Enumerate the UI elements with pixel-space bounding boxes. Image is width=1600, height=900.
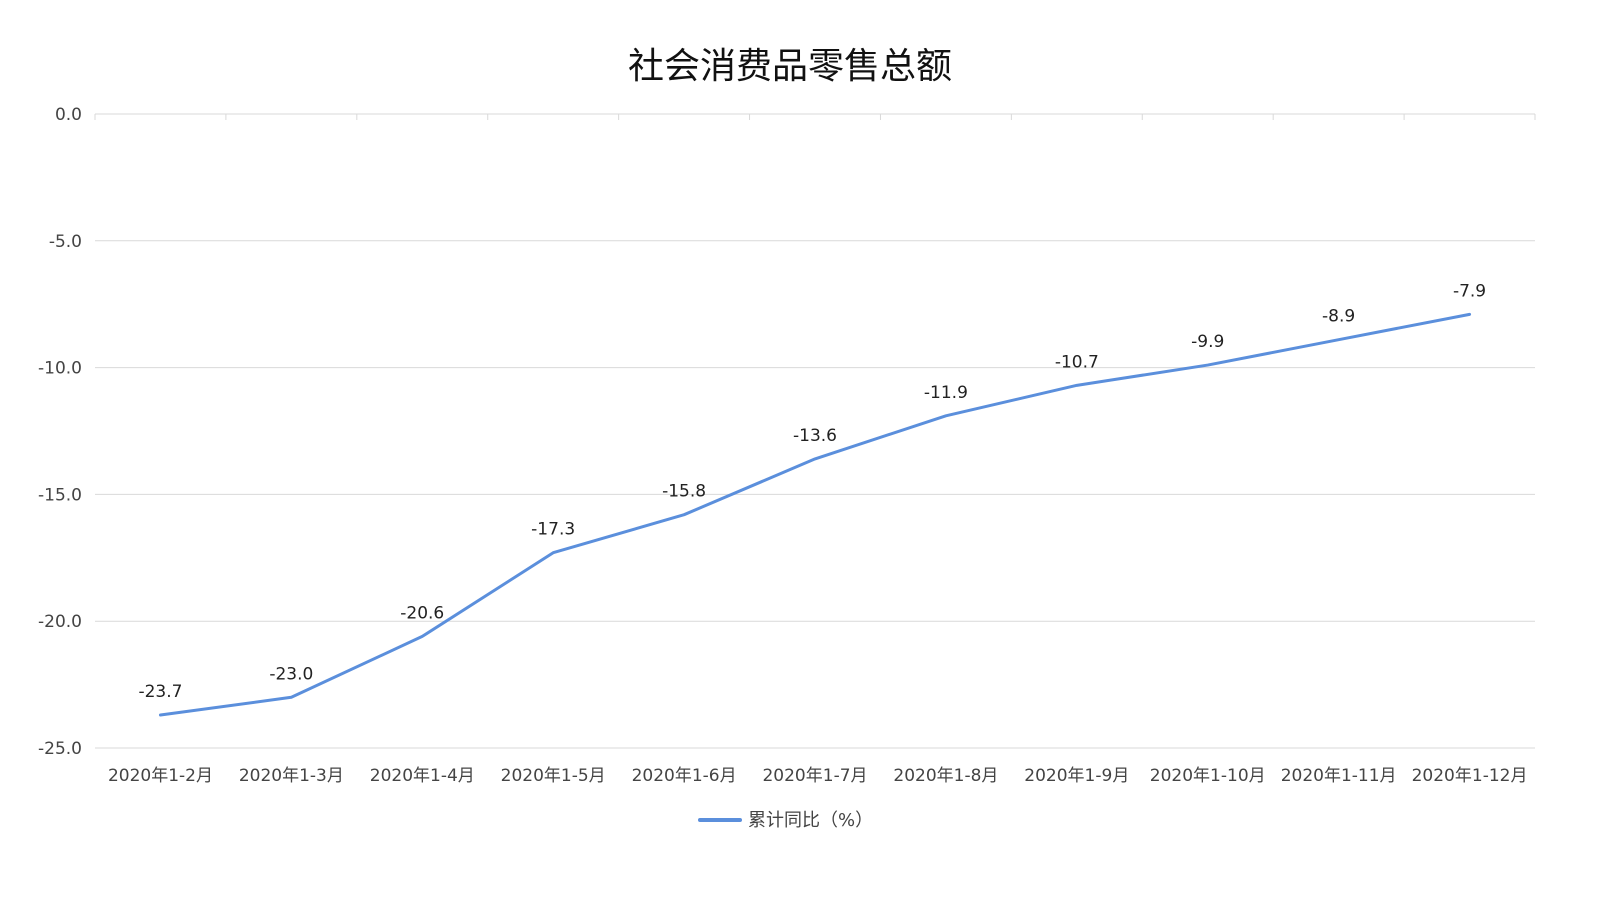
x-tick-label: 2020年1-2月 [108, 766, 213, 786]
data-label: -23.0 [269, 664, 313, 684]
data-label: -13.6 [793, 426, 837, 446]
y-tick-label: -5.0 [49, 232, 82, 252]
y-tick-label: 0.0 [55, 105, 82, 125]
data-label: -7.9 [1453, 281, 1486, 301]
x-tick-label: 2020年1-4月 [370, 766, 475, 786]
data-labels: -23.7 -23.0 -20.6 -17.3 -15.8 -13.6 -11.9 -10.7… [138, 281, 1486, 702]
x-tick-label: 2020年1-10月 [1150, 766, 1266, 786]
grid-lines [95, 113, 1535, 749]
x-tick-label: 2020年1-5月 [501, 766, 606, 786]
data-label: -11.9 [924, 383, 968, 403]
legend: 累计同比（%） [698, 810, 873, 831]
data-label: -20.6 [400, 603, 444, 623]
data-label: -23.7 [138, 682, 182, 702]
chart-title: 社会消费品零售总额 [628, 46, 952, 87]
data-label: -8.9 [1322, 307, 1355, 327]
x-tick-label: 2020年1-11月 [1281, 766, 1397, 786]
data-label: -9.9 [1191, 332, 1224, 352]
series-layer [158, 312, 1472, 717]
series-line [158, 312, 1472, 717]
y-tick-label: -20.0 [38, 612, 82, 632]
x-tick-label: 2020年1-7月 [762, 766, 867, 786]
y-tick-label: -10.0 [38, 359, 82, 379]
y-tick-label: -25.0 [38, 739, 82, 759]
x-tick-label: 2020年1-3月 [239, 766, 344, 786]
axes: 0.0 -5.0 -10.0 -15.0 -20.0 -25.0 2020年1-2月 2020… [38, 105, 1536, 786]
legend-label: 累计同比（%） [748, 810, 873, 831]
data-label: -15.8 [662, 482, 706, 502]
data-label: -17.3 [531, 520, 575, 540]
data-label: -10.7 [1055, 352, 1099, 372]
x-tick-label: 2020年1-9月 [1024, 766, 1129, 786]
y-tick-label: -15.0 [38, 485, 82, 505]
x-tick-label: 2020年1-8月 [893, 766, 998, 786]
x-tick-label: 2020年1-6月 [632, 766, 737, 786]
x-tick-label: 2020年1-12月 [1412, 766, 1528, 786]
